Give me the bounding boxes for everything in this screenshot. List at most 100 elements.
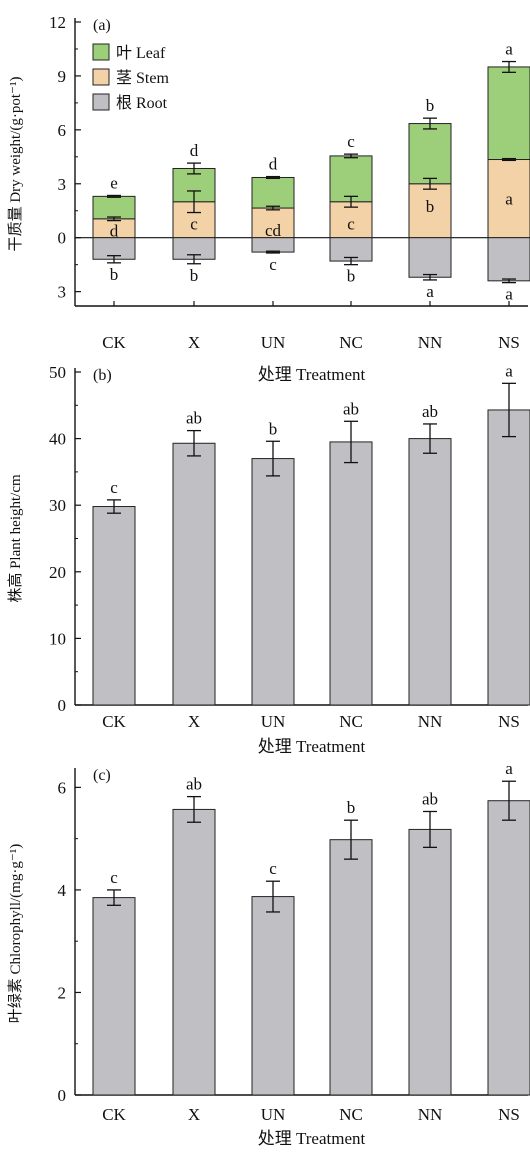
bar-stem — [487, 159, 530, 239]
letter-stem: d — [110, 222, 119, 241]
bar-letter: a — [505, 759, 513, 778]
bar-letter: c — [110, 478, 118, 497]
legend-label: 叶 Leaf — [116, 44, 166, 62]
x-axis-title: 处理 Treatment — [258, 737, 366, 756]
x-tick-label: NC — [339, 333, 363, 352]
legend-swatch — [92, 93, 110, 111]
bar-leaf — [408, 123, 452, 185]
legend-label: 根 Root — [116, 94, 168, 112]
panel-label: (a) — [93, 17, 111, 34]
x-tick-label: UN — [261, 712, 286, 731]
x-tick-label: NC — [339, 712, 363, 731]
letter-root: c — [269, 255, 277, 274]
y-axis-title: 叶绿素 Chlorophyll/(mg·g⁻¹) — [7, 844, 24, 1024]
bar-letter: a — [505, 361, 513, 380]
x-tick-label: CK — [102, 1105, 126, 1124]
y-tick-label: 9 — [58, 67, 67, 86]
y-tick-label: 50 — [49, 363, 66, 382]
legend-swatch — [92, 68, 110, 86]
panel-label: (c) — [93, 767, 111, 784]
bar-stem — [408, 183, 452, 239]
bar-letter: b — [347, 798, 356, 817]
letter-leaf: d — [190, 141, 199, 160]
bar — [92, 506, 136, 706]
bar — [408, 438, 452, 706]
y-tick-label: 30 — [49, 496, 66, 515]
bar-leaf — [329, 155, 373, 203]
y-tick-label: 6 — [58, 778, 67, 797]
bar-letter: b — [269, 419, 278, 438]
letter-leaf: a — [505, 40, 513, 59]
y-tick-label: 3 — [58, 175, 67, 194]
letter-stem: c — [190, 215, 198, 234]
panel-label: (b) — [93, 367, 112, 384]
letter-stem: c — [347, 215, 355, 234]
letter-stem: a — [505, 190, 513, 209]
letter-leaf: b — [426, 96, 435, 115]
x-tick-label: X — [188, 712, 200, 731]
letter-root: b — [110, 265, 119, 284]
bar — [329, 441, 373, 706]
y-tick-label: 4 — [58, 881, 67, 900]
x-tick-label: NN — [418, 712, 443, 731]
bar-leaf — [251, 176, 295, 209]
letter-root: b — [347, 267, 356, 286]
legend-swatch — [92, 43, 110, 61]
bar-letter: c — [269, 859, 277, 878]
bar — [329, 839, 373, 1096]
x-tick-label: NS — [498, 333, 520, 352]
x-tick-label: NC — [339, 1105, 363, 1124]
x-tick-label: UN — [261, 333, 286, 352]
bar — [251, 896, 295, 1096]
letter-leaf: c — [347, 132, 355, 151]
bar-letter: ab — [422, 402, 438, 421]
x-tick-label: NN — [418, 1105, 443, 1124]
letter-stem: b — [426, 197, 435, 216]
letter-stem: cd — [265, 221, 282, 240]
y-axis-title: 株高 Plant height/cm — [7, 474, 24, 603]
x-tick-label: CK — [102, 333, 126, 352]
y-tick-label: 0 — [58, 229, 67, 248]
x-tick-label: X — [188, 333, 200, 352]
x-tick-label: UN — [261, 1105, 286, 1124]
letter-root: a — [505, 285, 513, 304]
bar — [251, 458, 295, 706]
x-tick-label: CK — [102, 712, 126, 731]
bar-letter: ab — [186, 775, 202, 794]
y-tick-label: 0 — [58, 1086, 67, 1105]
y-tick-label: 2 — [58, 983, 67, 1002]
y-tick-label: 0 — [58, 696, 67, 715]
bar-leaf — [92, 195, 136, 220]
letter-leaf: d — [269, 155, 278, 174]
x-tick-label: NS — [498, 1105, 520, 1124]
bar — [487, 409, 530, 706]
bar — [408, 828, 452, 1096]
bar-letter: ab — [343, 399, 359, 418]
bar-root — [487, 237, 530, 282]
bar-leaf — [487, 66, 530, 161]
y-tick-label: 40 — [49, 430, 66, 449]
legend-label: 茎 Stem — [116, 69, 169, 87]
bar-root — [408, 237, 452, 278]
bar — [92, 897, 136, 1096]
y-tick-label: 6 — [58, 121, 67, 140]
bar-letter: c — [110, 868, 118, 887]
bar — [172, 808, 216, 1096]
x-tick-label: NS — [498, 712, 520, 731]
y-tick-label: 3 — [58, 283, 67, 302]
x-axis-title: 处理 Treatment — [258, 1129, 366, 1148]
bar-letter: ab — [422, 789, 438, 808]
letter-root: a — [426, 282, 434, 301]
y-tick-label: 20 — [49, 563, 66, 582]
x-tick-label: X — [188, 1105, 200, 1124]
y-tick-label: 12 — [49, 13, 66, 32]
y-axis-title: 干质量 Dry weight/(g·pot⁻¹) — [7, 77, 24, 252]
x-axis-title: 处理 Treatment — [258, 365, 366, 384]
letter-root: b — [190, 266, 199, 285]
letter-leaf: e — [110, 173, 118, 192]
bar — [172, 442, 216, 706]
bar — [487, 800, 530, 1096]
x-tick-label: NN — [418, 333, 443, 352]
